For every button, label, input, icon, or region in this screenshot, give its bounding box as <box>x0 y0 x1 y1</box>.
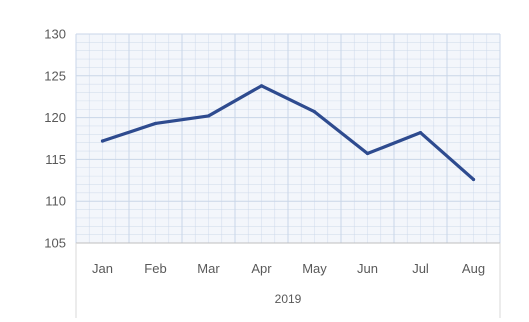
x-tick-label: Aug <box>462 261 485 276</box>
data-point <box>206 114 211 118</box>
x-tick-label: Jul <box>412 261 429 276</box>
y-tick-label: 110 <box>45 194 66 209</box>
x-tick-label: Mar <box>197 261 220 276</box>
y-tick-label: 105 <box>44 236 66 251</box>
y-tick-label: 115 <box>45 152 66 167</box>
y-tick-label: 125 <box>44 68 66 83</box>
x-tick-label: Feb <box>144 261 166 276</box>
data-point <box>153 121 158 126</box>
x-tick-label: May <box>302 261 327 276</box>
data-point <box>312 110 317 114</box>
y-tick-label: 130 <box>44 27 66 42</box>
x-tick-label: Jun <box>357 261 378 276</box>
series-line <box>100 84 476 182</box>
x-tick-label: Apr <box>251 261 272 276</box>
gridlines <box>75 33 501 244</box>
data-point <box>259 84 264 88</box>
y-axis: 105 110 115 120 125 130 <box>44 27 66 251</box>
data-point <box>418 131 423 135</box>
x-axis: Jan Feb Mar Apr May Jun Jul Aug <box>75 242 501 318</box>
y-tick-label: 120 <box>44 110 66 125</box>
series-layer <box>100 84 476 182</box>
data-point <box>100 139 105 143</box>
x-axis-group-label: 2019 <box>275 292 302 306</box>
data-point <box>365 151 370 156</box>
data-point <box>471 177 476 182</box>
x-tick-label: Jan <box>92 261 113 276</box>
